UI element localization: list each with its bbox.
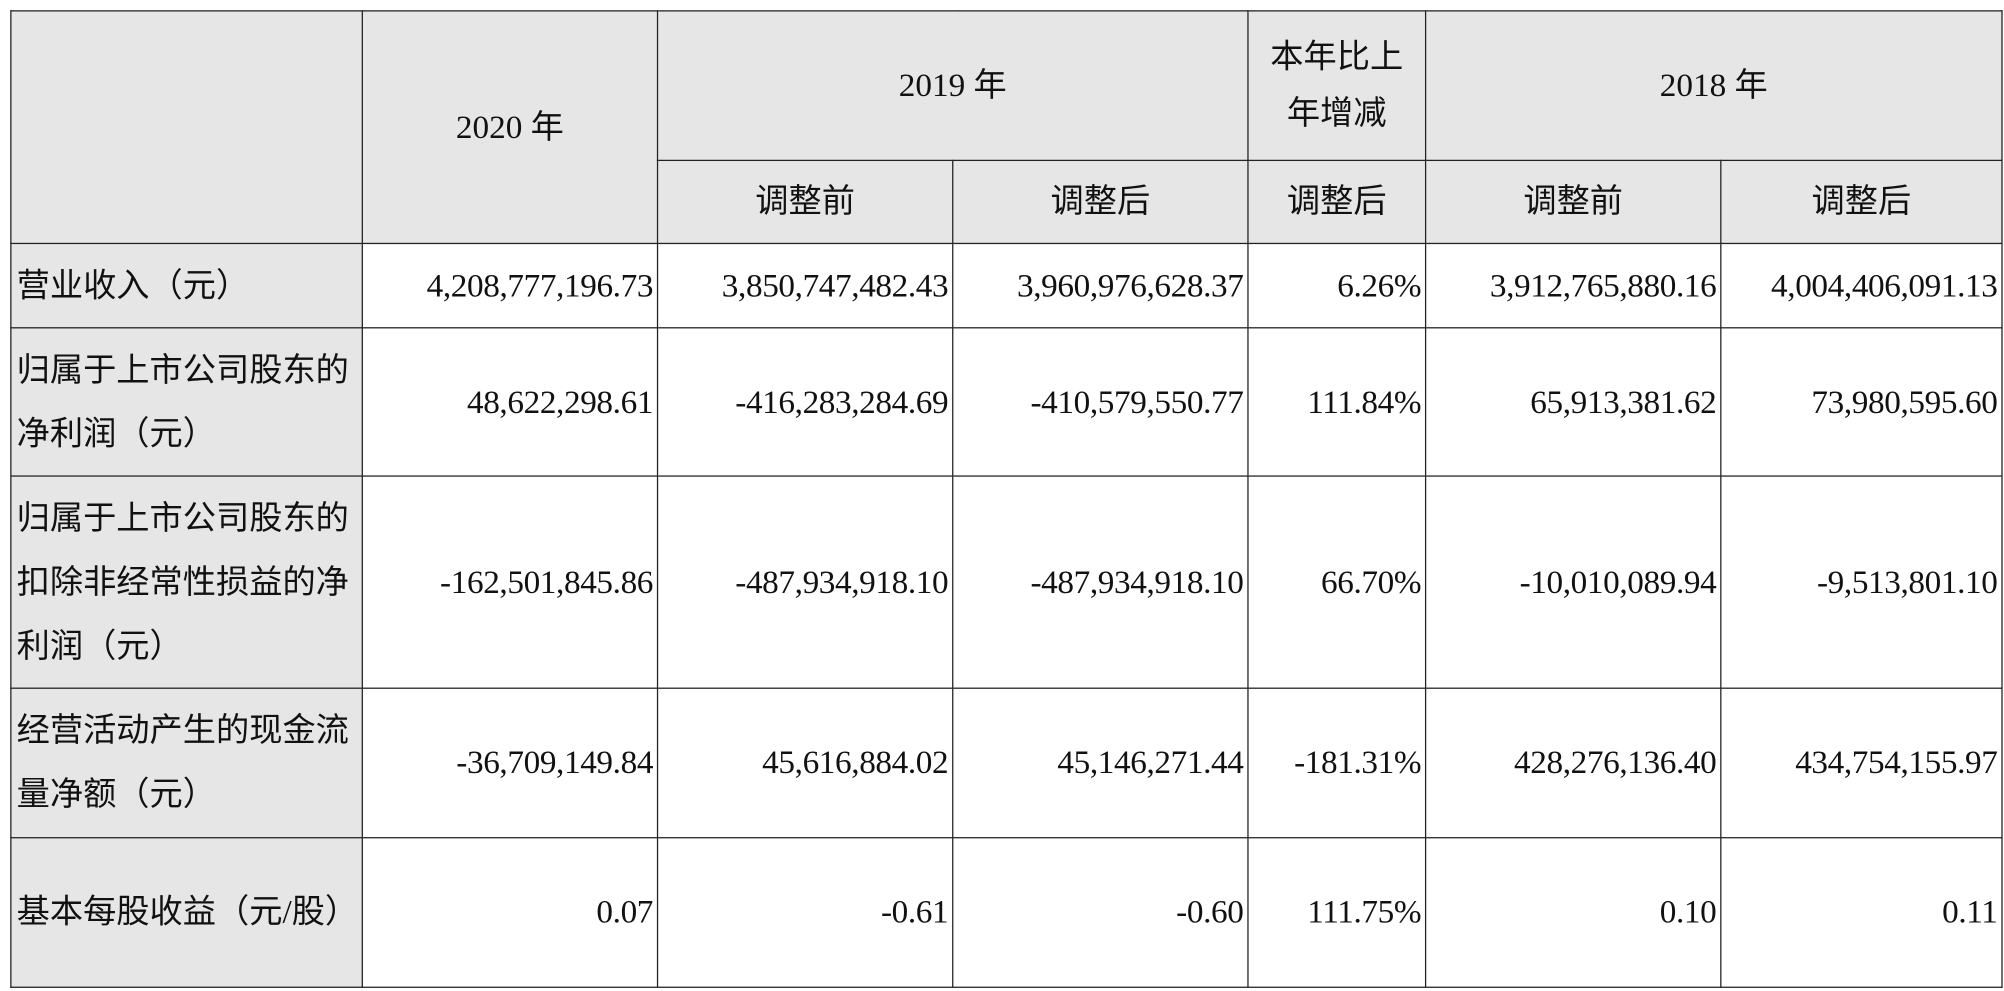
cell: 428,276,136.40 (1424, 687, 1722, 839)
cell: -10,010,089.94 (1424, 475, 1722, 689)
cell: 0.07 (361, 837, 659, 988)
row-label: 基本每股收益（元/股） (10, 837, 363, 988)
cell: 3,912,765,880.16 (1424, 242, 1722, 329)
cell: -416,283,284.69 (656, 327, 954, 477)
cell: 4,208,777,196.73 (361, 242, 659, 329)
cell: -0.61 (656, 837, 954, 988)
subheader: 调整前 (1424, 159, 1722, 245)
cell: -181.31% (1247, 687, 1427, 839)
cell: -487,934,918.10 (656, 475, 954, 689)
cell: 434,754,155.97 (1720, 687, 2003, 839)
cell: 111.75% (1247, 837, 1427, 988)
header-2020: 2020 年 (361, 10, 659, 245)
cell: 45,616,884.02 (656, 687, 954, 839)
table-row: 归属于上市公司股东的净利润（元） 48,622,298.61 -416,283,… (10, 327, 2003, 477)
row-label: 营业收入（元） (10, 242, 363, 329)
cell: 73,980,595.60 (1720, 327, 2003, 477)
cell: 0.10 (1424, 837, 1722, 988)
cell: 65,913,381.62 (1424, 327, 1722, 477)
header-2019: 2019 年 (656, 10, 1249, 162)
row-label: 归属于上市公司股东的净利润（元） (10, 327, 363, 477)
cell: -162,501,845.86 (361, 475, 659, 689)
header-2018: 2018 年 (1424, 10, 2003, 162)
cell: -9,513,801.10 (1720, 475, 2003, 689)
subheader: 调整后 (1247, 159, 1427, 245)
financial-table: 2020 年 2019 年 本年比上年增减 2018 年 调整前 调整后 调整后… (10, 10, 2003, 988)
cell: 0.11 (1720, 837, 2003, 988)
cell: -487,934,918.10 (952, 475, 1249, 689)
cell: 3,960,976,628.37 (952, 242, 1249, 329)
table-row: 经营活动产生的现金流量净额（元） -36,709,149.84 45,616,8… (10, 687, 2003, 839)
cell: 111.84% (1247, 327, 1427, 477)
row-label: 归属于上市公司股东的扣除非经常性损益的净利润（元） (10, 475, 363, 689)
corner-cell (10, 10, 363, 245)
cell: -36,709,149.84 (361, 687, 659, 839)
cell: 45,146,271.44 (952, 687, 1249, 839)
table-row: 归属于上市公司股东的扣除非经常性损益的净利润（元） -162,501,845.8… (10, 475, 2003, 689)
subheader: 调整后 (1720, 159, 2003, 245)
cell: 66.70% (1247, 475, 1427, 689)
row-label: 经营活动产生的现金流量净额（元） (10, 687, 363, 839)
table-row: 营业收入（元） 4,208,777,196.73 3,850,747,482.4… (10, 242, 2003, 329)
table-row: 基本每股收益（元/股） 0.07 -0.61 -0.60 111.75% 0.1… (10, 837, 2003, 988)
cell: 6.26% (1247, 242, 1427, 329)
cell: 3,850,747,482.43 (656, 242, 954, 329)
subheader: 调整前 (656, 159, 954, 245)
header-change: 本年比上年增减 (1247, 10, 1427, 162)
cell: -410,579,550.77 (952, 327, 1249, 477)
cell: 4,004,406,091.13 (1720, 242, 2003, 329)
subheader: 调整后 (952, 159, 1249, 245)
cell: 48,622,298.61 (361, 327, 659, 477)
cell: -0.60 (952, 837, 1249, 988)
